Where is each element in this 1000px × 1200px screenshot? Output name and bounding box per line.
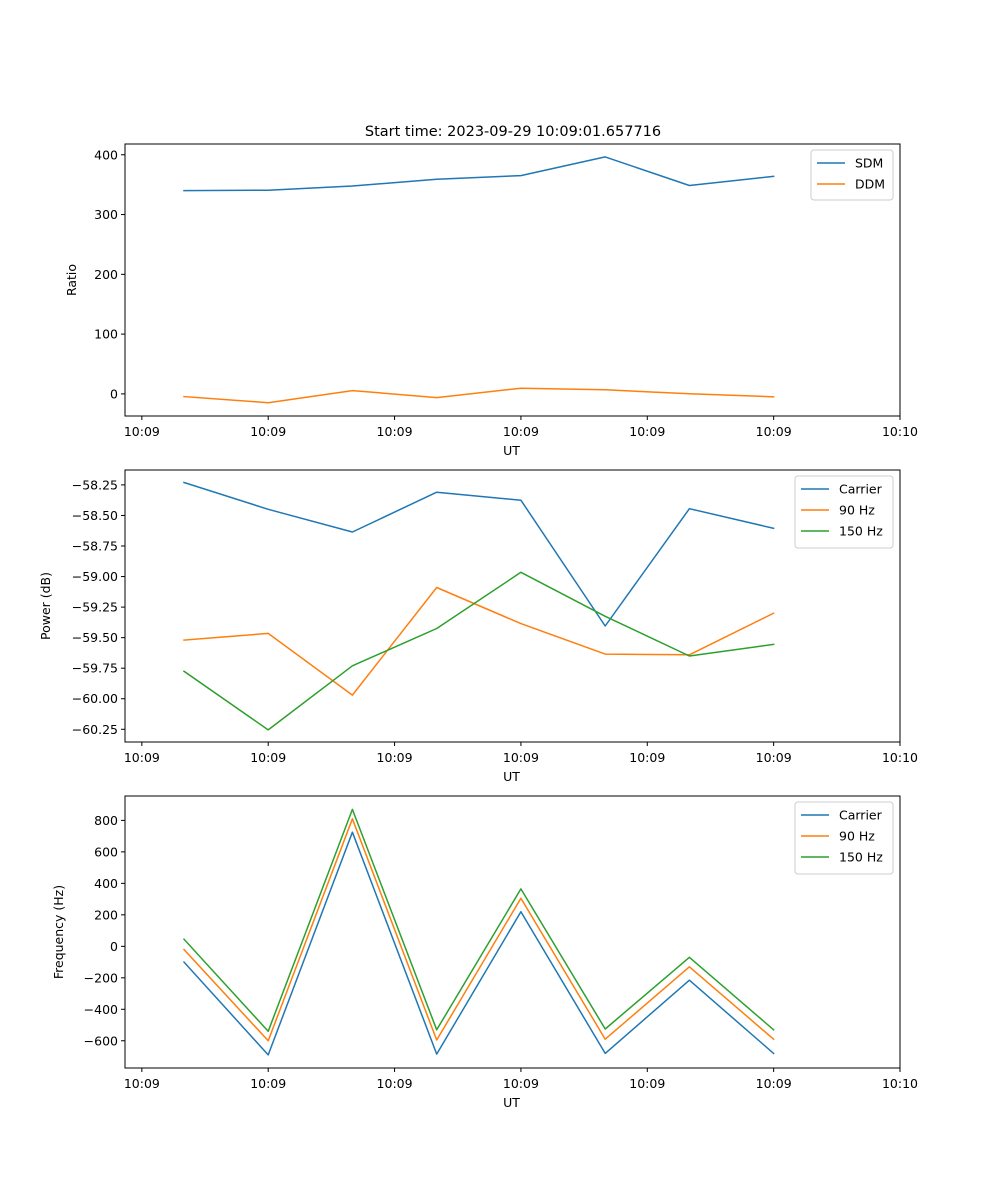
power-panel: 10:09 10:09 10:09 10:09 10:09 10:09 10:10 −60.2…: [38, 469, 918, 784]
legend-label: 90 Hz: [839, 503, 875, 518]
y-tick-label: −600: [84, 1033, 118, 1048]
x-tick-label: 10:09: [629, 1076, 665, 1091]
y-tick-label: −400: [84, 1002, 118, 1017]
y-axis-label: Power (dB): [38, 572, 53, 640]
x-tick-label: 10:09: [503, 424, 539, 439]
axes-frame: [124, 469, 901, 743]
x-tick-label: 10:09: [629, 750, 665, 765]
y-tick-label: 100: [94, 327, 118, 342]
axes-frame: [124, 143, 901, 417]
y-tick-label: −59.00: [72, 569, 118, 584]
x-tick-label: 10:09: [756, 750, 792, 765]
y-tick-label: 200: [94, 907, 118, 922]
series-line-150-hz: [182, 808, 775, 1033]
x-tick-label: 10:09: [629, 424, 665, 439]
ratio-panel: 10:09 10:09 10:09 10:09 10:09 10:09 10:10 0 100 2…: [64, 143, 918, 458]
y-tick-label: −59.25: [72, 600, 118, 615]
x-tick-label: 10:09: [377, 750, 413, 765]
y-tick-label: −59.50: [72, 630, 118, 645]
frequency-panel: 10:09 10:09 10:09 10:09 10:09 10:09 10:10 −600 −…: [51, 795, 918, 1110]
y-tick-label: −59.75: [72, 661, 118, 676]
x-tick-label: 10:09: [503, 1076, 539, 1091]
series-line-sdm: [183, 156, 775, 192]
series-line-90-hz: [183, 586, 775, 696]
legend-box: [794, 475, 894, 549]
legend-label: 150 Hz: [839, 524, 883, 539]
series-line-150-hz: [182, 571, 775, 731]
x-tick-label: 10:09: [377, 424, 413, 439]
x-axis-label: UT: [503, 769, 520, 784]
legend-label: DDM: [855, 177, 885, 192]
legend-label: Carrier: [839, 808, 883, 823]
x-tick-label: 10:10: [882, 424, 918, 439]
series-line-carrier: [183, 481, 775, 627]
y-tick-label: 300: [94, 207, 118, 222]
y-tick-label: 0: [110, 939, 118, 954]
y-tick-label: −60.25: [72, 722, 118, 737]
y-tick-label: −58.75: [72, 539, 118, 554]
x-tick-label: 10:10: [882, 750, 918, 765]
y-tick-label: 600: [94, 844, 118, 859]
x-tick-label: 10:09: [124, 750, 160, 765]
x-tick-label: 10:09: [250, 750, 286, 765]
y-tick-label: 0: [110, 386, 118, 401]
legend-label: Carrier: [839, 482, 883, 497]
y-tick-label: 800: [94, 813, 118, 828]
x-tick-label: 10:09: [503, 750, 539, 765]
series-line-carrier: [182, 831, 775, 1056]
axes-frame: [124, 795, 901, 1069]
y-tick-label: −58.25: [72, 477, 118, 492]
legend-label: 150 Hz: [839, 850, 883, 865]
x-tick-label: 10:09: [756, 424, 792, 439]
legend: SDM DDM: [810, 149, 894, 201]
y-tick-label: 400: [94, 876, 118, 891]
legend: Carrier 90 Hz 150 Hz: [794, 475, 894, 549]
y-tick-label: 200: [94, 267, 118, 282]
y-axis-label: Ratio: [64, 264, 79, 296]
series-line-90-hz: [182, 818, 775, 1042]
x-axis-label: UT: [503, 1095, 520, 1110]
x-tick-label: 10:09: [250, 424, 286, 439]
y-tick-label: −58.50: [72, 508, 118, 523]
x-tick-label: 10:10: [882, 1076, 918, 1091]
figure-title: Start time: 2023-09-29 10:09:01.657716: [365, 124, 661, 140]
legend-label: SDM: [855, 156, 883, 171]
x-tick-label: 10:09: [756, 1076, 792, 1091]
legend-box: [794, 801, 894, 875]
y-tick-label: −60.00: [72, 691, 118, 706]
legend-label: 90 Hz: [839, 829, 875, 844]
legend: Carrier 90 Hz 150 Hz: [794, 801, 894, 875]
x-tick-label: 10:09: [124, 1076, 160, 1091]
series-line-ddm: [183, 387, 775, 404]
x-axis-label: UT: [503, 443, 520, 458]
x-tick-label: 10:09: [250, 1076, 286, 1091]
x-tick-label: 10:09: [377, 1076, 413, 1091]
y-tick-label: 400: [94, 147, 118, 162]
x-tick-label: 10:09: [124, 424, 160, 439]
y-tick-label: −200: [84, 970, 118, 985]
y-axis-label: Frequency (Hz): [51, 885, 66, 979]
